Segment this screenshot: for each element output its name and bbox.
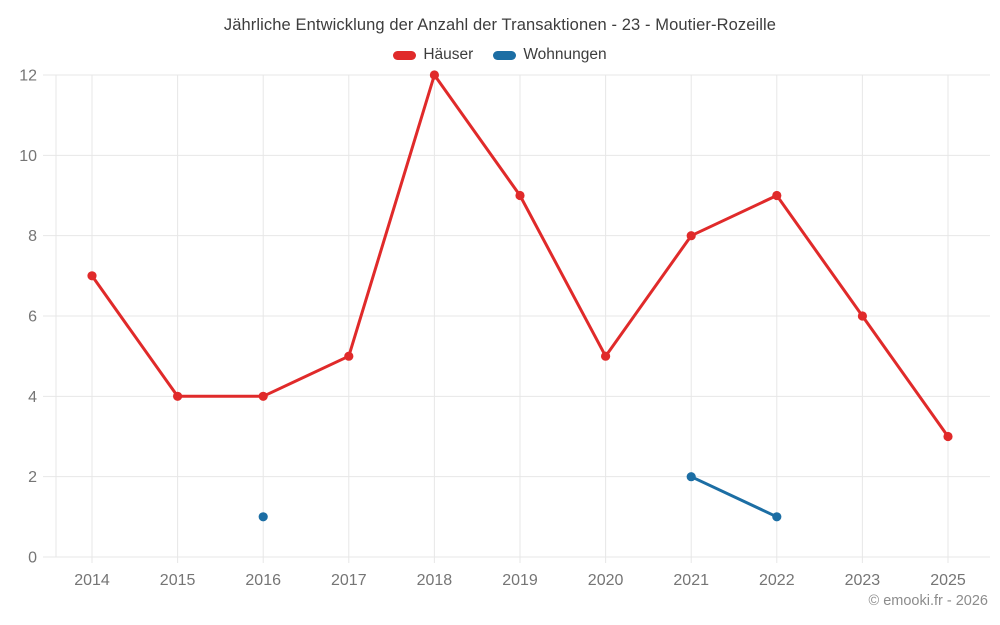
x-axis-tick-label: 2015 <box>160 572 196 589</box>
data-point-häuser-2022[interactable] <box>772 190 782 201</box>
y-axis-tick-label: 2 <box>28 469 37 486</box>
x-axis-tick-label: 2025 <box>930 572 966 589</box>
data-point-häuser-2025[interactable] <box>943 431 953 442</box>
copyright-credit: © emooki.fr - 2026 <box>868 593 988 609</box>
y-axis-tick-label: 6 <box>28 309 37 326</box>
x-axis-tick-label: 2018 <box>417 572 453 589</box>
data-point-häuser-2019[interactable] <box>515 190 525 201</box>
x-axis-tick-label: 2020 <box>588 572 624 589</box>
chart-title: Jährliche Entwicklung der Anzahl der Tra… <box>223 16 777 34</box>
x-axis-tick-label: 2016 <box>245 572 281 589</box>
y-axis-tick-label: 4 <box>28 389 37 406</box>
data-point-häuser-2023[interactable] <box>857 311 868 321</box>
x-axis-tick-label: 2019 <box>502 572 538 589</box>
data-point-häuser-2021[interactable] <box>686 231 696 241</box>
data-point-häuser-2020[interactable] <box>601 351 611 361</box>
legend-item-hauser[interactable]: Häuser <box>393 46 473 64</box>
legend-label-hauser: Häuser <box>423 46 474 63</box>
series-line-wohnungen <box>689 475 779 519</box>
y-axis-tick-label: 10 <box>19 148 37 165</box>
y-axis-tick-label: 12 <box>19 68 37 85</box>
data-point-häuser-2016[interactable] <box>258 391 268 401</box>
legend-label-wohnungen: Wohnungen <box>523 46 607 63</box>
x-axis-tick-label: 2014 <box>74 572 110 589</box>
data-point-wohnungen-2022[interactable] <box>772 512 782 522</box>
x-axis-tick-label: 2021 <box>673 572 709 589</box>
y-axis-tick-label: 0 <box>28 550 37 567</box>
data-point-häuser-2017[interactable] <box>344 351 354 361</box>
wohnungen-series-swatch-icon <box>493 50 517 60</box>
data-point-wohnungen-2016[interactable] <box>258 512 268 522</box>
y-axis-tick-label: 8 <box>28 228 37 245</box>
data-point-häuser-2015[interactable] <box>173 391 183 401</box>
legend-item-wohnungen[interactable]: Wohnungen <box>493 46 607 64</box>
data-point-häuser-2018[interactable] <box>429 70 439 80</box>
x-axis-tick-label: 2023 <box>845 572 881 589</box>
x-axis-tick-label: 2022 <box>759 572 795 589</box>
data-point-wohnungen-2021[interactable] <box>686 472 696 482</box>
chart-legend: Häuser Wohnungen <box>0 46 1000 64</box>
hauser-series-swatch-icon <box>393 50 417 60</box>
x-axis-tick-label: 2017 <box>331 572 367 589</box>
data-point-häuser-2014[interactable] <box>87 271 97 281</box>
